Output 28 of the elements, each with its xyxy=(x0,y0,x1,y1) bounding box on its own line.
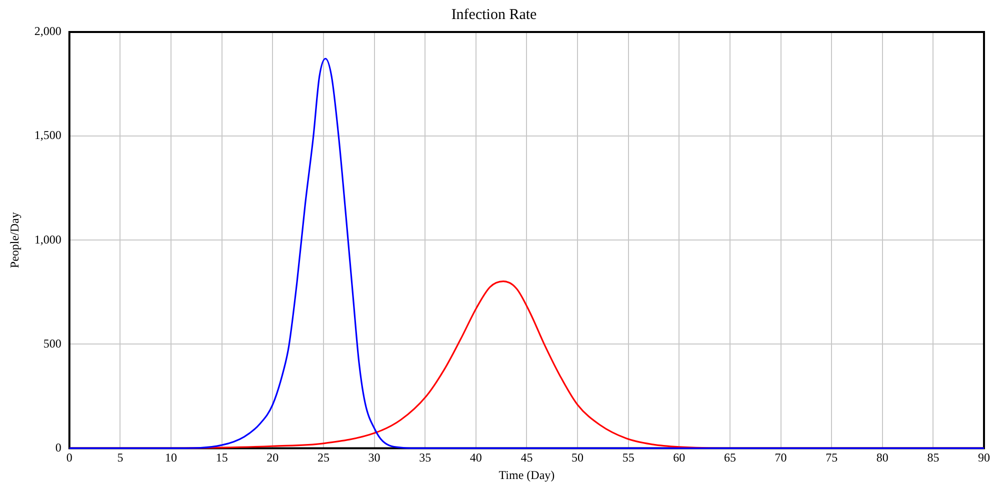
x-tick-label: 30 xyxy=(368,450,380,465)
y-tick-label: 2,000 xyxy=(34,24,62,38)
x-tick-label: 15 xyxy=(216,450,228,465)
x-tick-label: 45 xyxy=(520,450,533,465)
x-tick-label: 0 xyxy=(66,450,72,465)
x-tick-label: 25 xyxy=(317,450,330,465)
x-axis-title: Time (Day) xyxy=(498,468,555,482)
y-tick-label: 0 xyxy=(55,440,62,454)
x-tick-label: 40 xyxy=(470,450,482,465)
x-tick-label: 85 xyxy=(927,450,940,465)
y-axis-title: People/Day xyxy=(7,212,22,268)
x-tick-label: 90 xyxy=(978,450,990,465)
x-tick-label: 50 xyxy=(572,450,584,465)
x-tick-label: 65 xyxy=(724,450,736,465)
x-tick-label: 5 xyxy=(117,450,124,465)
x-tick-label: 35 xyxy=(419,450,432,465)
line-series xyxy=(68,58,985,449)
y-tick-label: 1,000 xyxy=(34,232,62,246)
y-tick-label: 1,500 xyxy=(34,128,62,142)
x-tick-label: 80 xyxy=(876,450,888,465)
chart-title: Infection Rate xyxy=(451,6,538,23)
y-tick-label: 500 xyxy=(43,336,62,350)
x-tick-label: 75 xyxy=(826,450,838,465)
x-tick-label: 55 xyxy=(622,450,634,465)
x-tick-label: 70 xyxy=(774,450,787,465)
x-tick-label: 10 xyxy=(165,450,178,465)
x-tick-label: 60 xyxy=(673,450,686,465)
x-tick-label: 20 xyxy=(266,450,279,465)
